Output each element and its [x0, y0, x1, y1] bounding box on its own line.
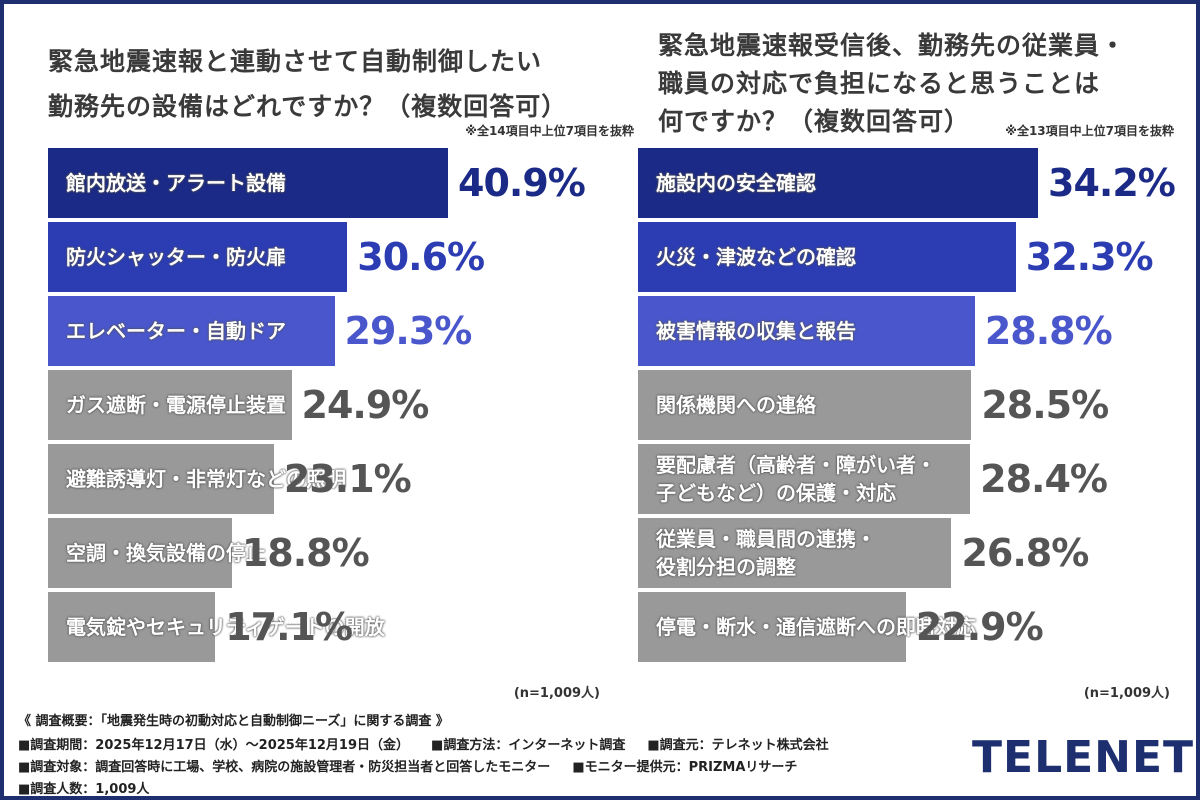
value-label: 24.9% [301, 383, 430, 427]
footer-row: 調査期間：2025年12月17日（水）〜2025年12月19日（金） 調査方法：イ… [18, 734, 851, 753]
chart-title: 緊急地震速報と連動させて自動制御したい [48, 47, 543, 76]
sample-size: (n=1,009人) [513, 686, 600, 701]
bar [638, 148, 1038, 218]
value-label: 30.6% [357, 235, 485, 279]
value-label: 32.3% [1025, 235, 1154, 279]
bar [48, 592, 216, 662]
logo: TELENET [972, 732, 1195, 783]
bar [638, 592, 906, 662]
chart-title: 何ですか？（複数回答可） [658, 107, 971, 136]
footer-row: 調査対象：調査回答時に工場、学校、病院の施設管理者・防災担当者と回答したモニター… [18, 756, 819, 775]
value-label: 34.2% [1048, 161, 1176, 205]
bar [638, 370, 972, 440]
category-label: 避難誘導灯・非常灯などの照明 [66, 467, 346, 491]
bar [48, 222, 348, 292]
footer-item: 調査対象：調査回答時に工場、学校、病院の施設管理者・防災担当者と回答したモニター [18, 760, 550, 775]
chart-note: ※全13項目中上位7項目を抜粋 [1005, 124, 1174, 138]
category-label: 電気錠やセキュリティゲートの開放 [66, 615, 385, 639]
bar [638, 444, 971, 514]
category-label: 施設内の安全確認 [656, 171, 816, 195]
category-label: 防火シャッター・防火扉 [66, 245, 286, 269]
bar [48, 296, 335, 366]
value-label: 26.8% [961, 531, 1089, 575]
sample-size: (n=1,009人) [1083, 686, 1170, 701]
category-label: 関係機関への連絡 [656, 393, 816, 417]
bar [48, 370, 292, 440]
footer-item: モニター提供元：PRIZMAリサーチ [572, 760, 797, 775]
bar [638, 222, 1016, 292]
footer-item: 調査期間：2025年12月17日（水）〜2025年12月19日（金） [18, 738, 409, 753]
category-label: 停電・断水・通信遮断への即時対応 [656, 615, 976, 639]
category-label: 被害情報の収集と報告 [656, 319, 856, 343]
category-label: 空調・換気設備の停止 [66, 541, 266, 565]
value-label: 18.8% [241, 531, 370, 575]
bar [638, 518, 952, 588]
value-label: 28.5% [981, 383, 1109, 427]
bar [48, 444, 274, 514]
footer-row: 調査人数：1,009人 [18, 778, 171, 796]
value-label: 29.3% [344, 309, 473, 353]
category-label: 従業員・職員間の連携・ 役割分担の調整 [656, 527, 876, 579]
footer-item: 調査方法：インターネット調査 [431, 738, 625, 753]
category-label: 要配慮者（高齢者・障がい者・ 子どもなど）の保護・対応 [656, 453, 936, 505]
value-label: 28.8% [984, 309, 1113, 353]
value-label: 23.1% [283, 457, 412, 501]
footer-heading: 《 調査概要：「地震発生時の初動対応と自動制御ニーズ」に関する調査 》 [18, 714, 449, 729]
chart-title: 緊急地震速報受信後、勤務先の従業員・ [658, 31, 1127, 60]
chart-note: ※全14項目中上位7項目を抜粋 [465, 124, 634, 138]
value-label: 40.9% [458, 161, 586, 205]
footer-item: 調査人数：1,009人 [18, 782, 149, 796]
value-label: 17.1% [225, 605, 353, 649]
bar [48, 148, 448, 218]
bar [638, 296, 975, 366]
category-label: エレベーター・自動ドア [66, 319, 286, 343]
category-label: 館内放送・アラート設備 [66, 171, 286, 195]
chart-title: 職員の対応で負担になると思うことは [658, 69, 1101, 98]
bar [48, 518, 232, 588]
category-label: 火災・津波などの確認 [656, 245, 856, 269]
category-label: ガス遮断・電源停止装置 [66, 393, 286, 417]
chart-title: 勤務先の設備はどれですか？（複数回答可） [48, 92, 568, 121]
value-label: 22.9% [915, 605, 1044, 649]
footer-item: 調査元：テレネット株式会社 [647, 738, 828, 753]
value-label: 28.4% [980, 457, 1108, 501]
